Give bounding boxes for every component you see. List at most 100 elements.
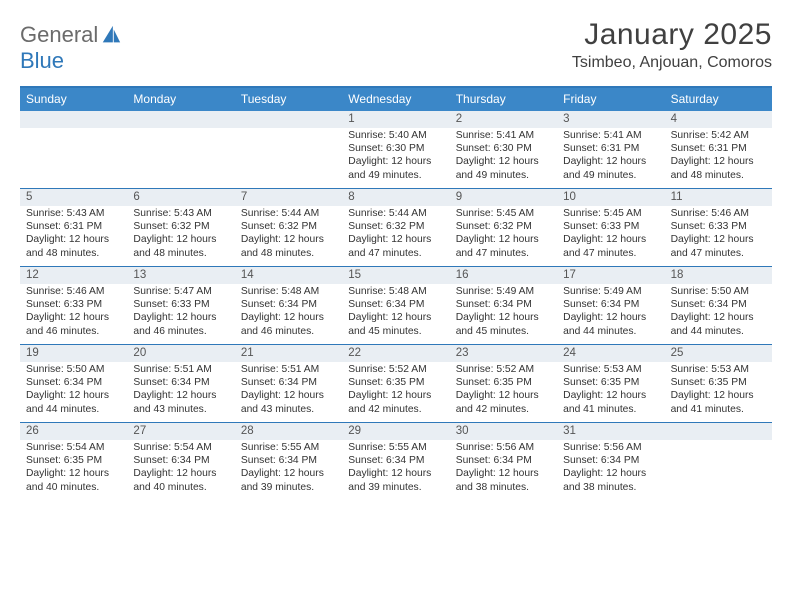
day-line: Daylight: 12 hours and 44 minutes. (563, 311, 658, 337)
weekday-header: Tuesday (235, 88, 342, 111)
day-line: Daylight: 12 hours and 40 minutes. (26, 467, 121, 493)
day-line: Sunset: 6:34 PM (133, 454, 228, 467)
day-cell: 31Sunrise: 5:56 AMSunset: 6:34 PMDayligh… (557, 423, 664, 500)
day-body: Sunrise: 5:53 AMSunset: 6:35 PMDaylight:… (557, 362, 664, 422)
day-line: Daylight: 12 hours and 45 minutes. (456, 311, 551, 337)
day-body: Sunrise: 5:51 AMSunset: 6:34 PMDaylight:… (127, 362, 234, 422)
day-line: Sunrise: 5:45 AM (456, 207, 551, 220)
title-block: January 2025 Tsimbeo, Anjouan, Comoros (572, 18, 772, 72)
day-line: Sunrise: 5:56 AM (456, 441, 551, 454)
day-body (127, 128, 234, 188)
day-cell: 6Sunrise: 5:43 AMSunset: 6:32 PMDaylight… (127, 189, 234, 266)
day-line: Daylight: 12 hours and 49 minutes. (456, 155, 551, 181)
day-number: 16 (450, 267, 557, 284)
day-number: 21 (235, 345, 342, 362)
day-cell: 14Sunrise: 5:48 AMSunset: 6:34 PMDayligh… (235, 267, 342, 344)
day-line: Daylight: 12 hours and 48 minutes. (133, 233, 228, 259)
day-cell: 22Sunrise: 5:52 AMSunset: 6:35 PMDayligh… (342, 345, 449, 422)
week-row: 12Sunrise: 5:46 AMSunset: 6:33 PMDayligh… (20, 267, 772, 345)
day-number: 6 (127, 189, 234, 206)
day-number: 14 (235, 267, 342, 284)
day-line: Daylight: 12 hours and 41 minutes. (563, 389, 658, 415)
day-line: Sunrise: 5:52 AM (348, 363, 443, 376)
day-number: 24 (557, 345, 664, 362)
weekday-header: Sunday (20, 88, 127, 111)
day-line: Sunset: 6:35 PM (563, 376, 658, 389)
day-body: Sunrise: 5:52 AMSunset: 6:35 PMDaylight:… (450, 362, 557, 422)
day-cell: 5Sunrise: 5:43 AMSunset: 6:31 PMDaylight… (20, 189, 127, 266)
day-line: Sunrise: 5:41 AM (563, 129, 658, 142)
day-line: Sunrise: 5:53 AM (671, 363, 766, 376)
day-body: Sunrise: 5:40 AMSunset: 6:30 PMDaylight:… (342, 128, 449, 188)
day-line: Daylight: 12 hours and 48 minutes. (671, 155, 766, 181)
day-number: 5 (20, 189, 127, 206)
day-cell: 27Sunrise: 5:54 AMSunset: 6:34 PMDayligh… (127, 423, 234, 500)
day-line: Sunset: 6:32 PM (133, 220, 228, 233)
day-number: 4 (665, 111, 772, 128)
day-line: Sunset: 6:33 PM (671, 220, 766, 233)
day-cell: 17Sunrise: 5:49 AMSunset: 6:34 PMDayligh… (557, 267, 664, 344)
day-line: Sunrise: 5:50 AM (26, 363, 121, 376)
day-body: Sunrise: 5:44 AMSunset: 6:32 PMDaylight:… (235, 206, 342, 266)
day-line: Daylight: 12 hours and 43 minutes. (133, 389, 228, 415)
day-line: Sunrise: 5:56 AM (563, 441, 658, 454)
day-line: Sunset: 6:33 PM (133, 298, 228, 311)
day-body: Sunrise: 5:53 AMSunset: 6:35 PMDaylight:… (665, 362, 772, 422)
logo-text-2: Blue (20, 48, 64, 74)
day-cell (20, 111, 127, 188)
week-row: 19Sunrise: 5:50 AMSunset: 6:34 PMDayligh… (20, 345, 772, 423)
day-line: Daylight: 12 hours and 38 minutes. (456, 467, 551, 493)
day-line: Sunrise: 5:44 AM (348, 207, 443, 220)
day-number: 8 (342, 189, 449, 206)
day-line: Daylight: 12 hours and 42 minutes. (456, 389, 551, 415)
weekday-header-row: SundayMondayTuesdayWednesdayThursdayFrid… (20, 88, 772, 111)
day-line: Sunset: 6:34 PM (241, 376, 336, 389)
day-number: 30 (450, 423, 557, 440)
day-line: Sunset: 6:32 PM (456, 220, 551, 233)
day-body: Sunrise: 5:55 AMSunset: 6:34 PMDaylight:… (342, 440, 449, 500)
day-line: Sunset: 6:34 PM (348, 298, 443, 311)
day-line: Daylight: 12 hours and 41 minutes. (671, 389, 766, 415)
day-cell: 24Sunrise: 5:53 AMSunset: 6:35 PMDayligh… (557, 345, 664, 422)
day-line: Sunset: 6:34 PM (241, 298, 336, 311)
day-body: Sunrise: 5:55 AMSunset: 6:34 PMDaylight:… (235, 440, 342, 500)
day-body: Sunrise: 5:45 AMSunset: 6:33 PMDaylight:… (557, 206, 664, 266)
day-line: Sunrise: 5:51 AM (133, 363, 228, 376)
day-body: Sunrise: 5:56 AMSunset: 6:34 PMDaylight:… (450, 440, 557, 500)
day-body: Sunrise: 5:42 AMSunset: 6:31 PMDaylight:… (665, 128, 772, 188)
day-line: Sunrise: 5:42 AM (671, 129, 766, 142)
day-cell: 16Sunrise: 5:49 AMSunset: 6:34 PMDayligh… (450, 267, 557, 344)
day-number: 28 (235, 423, 342, 440)
day-line: Sunrise: 5:41 AM (456, 129, 551, 142)
logo-sail-icon (100, 24, 122, 46)
header: General January 2025 Tsimbeo, Anjouan, C… (20, 18, 772, 72)
day-number: 18 (665, 267, 772, 284)
day-line: Sunset: 6:35 PM (26, 454, 121, 467)
day-body: Sunrise: 5:41 AMSunset: 6:30 PMDaylight:… (450, 128, 557, 188)
day-line: Daylight: 12 hours and 44 minutes. (671, 311, 766, 337)
day-body: Sunrise: 5:50 AMSunset: 6:34 PMDaylight:… (665, 284, 772, 344)
day-cell (235, 111, 342, 188)
day-number: 9 (450, 189, 557, 206)
day-line: Sunset: 6:31 PM (26, 220, 121, 233)
day-body: Sunrise: 5:47 AMSunset: 6:33 PMDaylight:… (127, 284, 234, 344)
day-line: Sunset: 6:34 PM (456, 298, 551, 311)
day-cell: 7Sunrise: 5:44 AMSunset: 6:32 PMDaylight… (235, 189, 342, 266)
day-number: 27 (127, 423, 234, 440)
day-number: 10 (557, 189, 664, 206)
day-cell (127, 111, 234, 188)
day-body (235, 128, 342, 188)
day-body: Sunrise: 5:50 AMSunset: 6:34 PMDaylight:… (20, 362, 127, 422)
day-number (235, 111, 342, 128)
day-cell: 28Sunrise: 5:55 AMSunset: 6:34 PMDayligh… (235, 423, 342, 500)
day-cell: 8Sunrise: 5:44 AMSunset: 6:32 PMDaylight… (342, 189, 449, 266)
day-line: Sunset: 6:34 PM (563, 298, 658, 311)
day-line: Sunrise: 5:52 AM (456, 363, 551, 376)
day-body (20, 128, 127, 188)
day-line: Daylight: 12 hours and 40 minutes. (133, 467, 228, 493)
day-body: Sunrise: 5:44 AMSunset: 6:32 PMDaylight:… (342, 206, 449, 266)
day-line: Sunrise: 5:46 AM (671, 207, 766, 220)
day-body: Sunrise: 5:46 AMSunset: 6:33 PMDaylight:… (665, 206, 772, 266)
day-line: Daylight: 12 hours and 46 minutes. (241, 311, 336, 337)
week-row: 26Sunrise: 5:54 AMSunset: 6:35 PMDayligh… (20, 423, 772, 500)
